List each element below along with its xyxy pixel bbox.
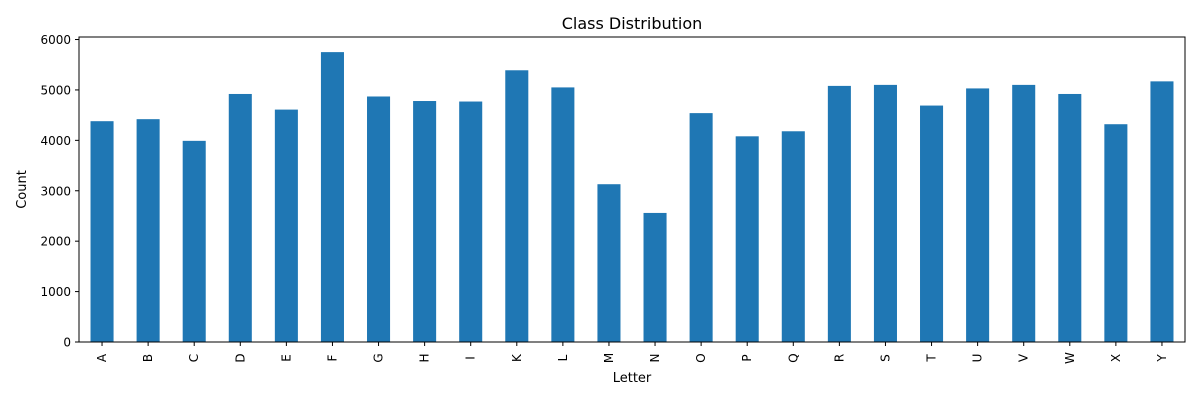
x-tick-label-W: W: [1063, 352, 1077, 364]
x-axis-label: Letter: [613, 371, 652, 386]
x-tick-label-P: P: [740, 354, 754, 361]
x-tick-label-I: I: [464, 356, 478, 360]
bar-B: [136, 119, 160, 342]
x-tick-label-O: O: [694, 353, 708, 362]
x-tick-label-N: N: [648, 354, 662, 363]
bar-R: [827, 85, 851, 343]
x-tick-label-A: A: [95, 353, 109, 362]
plot-frame: [78, 36, 1186, 343]
bar-T: [920, 105, 944, 342]
bar-P: [735, 136, 759, 342]
y-tick-label-0: 0: [63, 336, 71, 350]
x-tick-label-E: E: [279, 354, 293, 362]
x-tick-label-R: R: [832, 354, 846, 362]
x-tick-label-X: X: [1109, 354, 1123, 362]
bar-O: [689, 113, 713, 343]
y-tick-label-3000: 3000: [40, 184, 71, 198]
y-tick-label-6000: 6000: [40, 33, 71, 47]
x-tick-label-L: L: [556, 354, 570, 361]
y-tick-label-2000: 2000: [40, 235, 71, 249]
bar-A: [90, 121, 114, 342]
bar-E: [274, 109, 298, 342]
y-tick-label-5000: 5000: [40, 83, 71, 97]
x-tick-label-S: S: [878, 354, 892, 362]
x-tick-label-H: H: [418, 353, 432, 362]
bar-L: [551, 87, 575, 342]
x-tick-label-F: F: [325, 354, 339, 361]
x-tick-label-T: T: [925, 354, 939, 363]
x-tick-label-U: U: [971, 354, 985, 363]
bar-F: [320, 52, 344, 343]
x-tick-label-B: B: [141, 354, 155, 362]
bar-X: [1104, 124, 1128, 343]
y-tick-label-1000: 1000: [40, 285, 71, 299]
bar-Q: [781, 131, 805, 342]
bar-H: [413, 101, 437, 343]
bar-U: [966, 88, 990, 342]
bar-M: [597, 184, 621, 342]
bar-Y: [1150, 81, 1174, 343]
bar-C: [182, 140, 206, 342]
bar-S: [873, 84, 897, 342]
bar-N: [643, 212, 667, 342]
bar-W: [1058, 93, 1082, 342]
x-tick-label-V: V: [1017, 353, 1031, 362]
x-tick-label-K: K: [510, 353, 524, 362]
bar-D: [228, 93, 252, 342]
x-tick-label-M: M: [602, 353, 616, 363]
bars-layer: [90, 52, 1174, 343]
y-axis: 0 1000 2000 3000 4000 5000 6000: [40, 33, 79, 350]
x-tick-label-D: D: [233, 353, 247, 362]
bar-V: [1012, 84, 1036, 342]
x-tick-label-Q: Q: [786, 353, 800, 362]
x-tick-label-G: G: [372, 353, 386, 362]
bar-G: [367, 96, 391, 343]
bar-K: [505, 70, 529, 343]
bar-I: [459, 101, 483, 342]
y-axis-label: Count: [15, 170, 30, 209]
x-tick-label-C: C: [187, 354, 201, 362]
y-tick-label-4000: 4000: [40, 134, 71, 148]
x-tick-label-Y: Y: [1155, 354, 1169, 363]
chart-title: Class Distribution: [562, 14, 703, 33]
